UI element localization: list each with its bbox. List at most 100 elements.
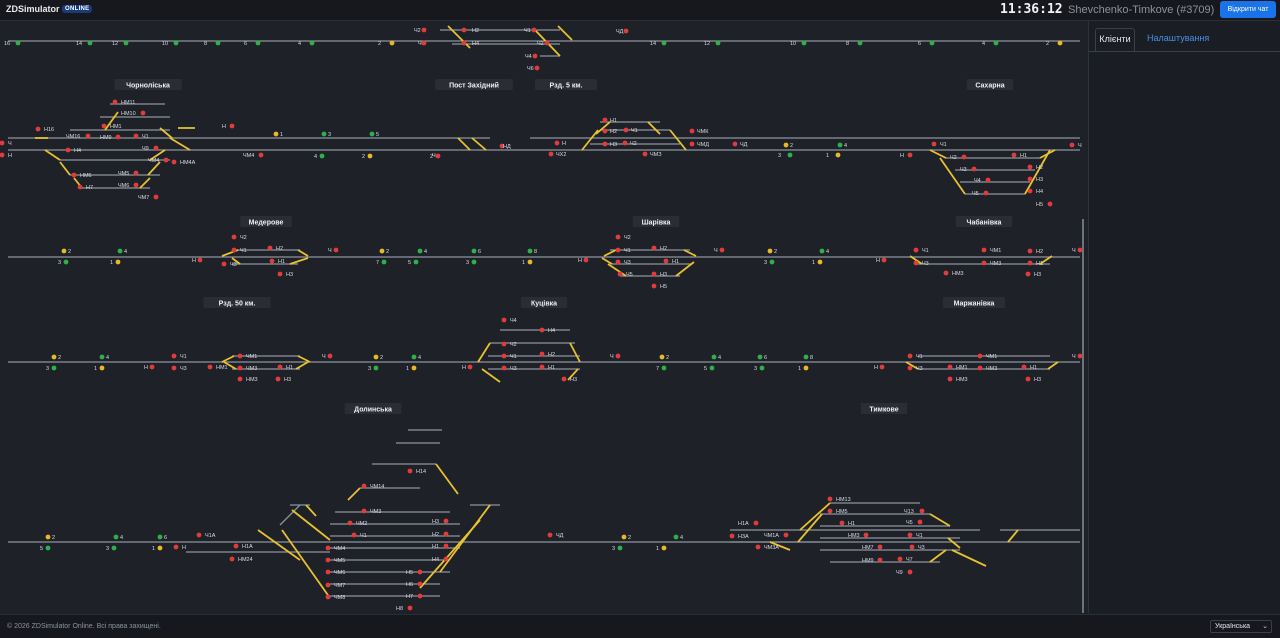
signal-icon[interactable] <box>389 40 395 46</box>
signal-icon[interactable] <box>622 140 628 146</box>
signal-icon[interactable] <box>1069 142 1075 148</box>
track-diagram[interactable]: 16 14 12 10 8 6 4 2 14 12 10 8 6 4 2Ч2 Н2 Ч1 ЧДЧ Н4 Ч2Ч4Ч6Ч… <box>0 21 1088 613</box>
signal-icon[interactable] <box>233 543 239 549</box>
signal-icon[interactable] <box>929 40 935 46</box>
signal-icon[interactable] <box>417 569 423 575</box>
signal-icon[interactable] <box>819 248 825 254</box>
signal-icon[interactable] <box>661 365 667 371</box>
signal-icon[interactable] <box>501 353 507 359</box>
signal-icon[interactable] <box>325 569 331 575</box>
signal-icon[interactable] <box>757 354 763 360</box>
signal-icon[interactable] <box>71 172 77 178</box>
signal-icon[interactable] <box>1057 40 1063 46</box>
signal-icon[interactable] <box>269 258 275 264</box>
signal-icon[interactable] <box>783 142 789 148</box>
signal-icon[interactable] <box>993 40 999 46</box>
signal-icon[interactable] <box>407 605 413 611</box>
signal-icon[interactable] <box>719 247 725 253</box>
signal-icon[interactable] <box>1077 247 1083 253</box>
signal-icon[interactable] <box>1027 248 1033 254</box>
signal-icon[interactable] <box>171 353 177 359</box>
signal-icon[interactable] <box>985 177 991 183</box>
signal-icon[interactable] <box>642 151 648 157</box>
signal-icon[interactable] <box>361 483 367 489</box>
signal-icon[interactable] <box>325 545 331 551</box>
signal-icon[interactable] <box>783 532 789 538</box>
signal-icon[interactable] <box>196 532 202 538</box>
signal-icon[interactable] <box>877 557 883 563</box>
signal-icon[interactable] <box>381 259 387 265</box>
signal-icon[interactable] <box>787 152 793 158</box>
signal-icon[interactable] <box>112 99 118 105</box>
signal-icon[interactable] <box>407 468 413 474</box>
signal-icon[interactable] <box>879 364 885 370</box>
signal-icon[interactable] <box>527 259 533 265</box>
signal-icon[interactable] <box>51 354 57 360</box>
signal-icon[interactable] <box>931 141 937 147</box>
signal-icon[interactable] <box>1011 152 1017 158</box>
signal-icon[interactable] <box>661 40 667 46</box>
signal-icon[interactable] <box>367 153 373 159</box>
signal-icon[interactable] <box>99 365 105 371</box>
signal-icon[interactable] <box>534 65 540 71</box>
signal-icon[interactable] <box>977 353 983 359</box>
signal-icon[interactable] <box>709 365 715 371</box>
signal-icon[interactable] <box>325 582 331 588</box>
signal-icon[interactable] <box>501 341 507 347</box>
signal-icon[interactable] <box>171 365 177 371</box>
signal-icon[interactable] <box>171 159 177 165</box>
signal-icon[interactable] <box>527 248 533 254</box>
signal-icon[interactable] <box>417 593 423 599</box>
signal-icon[interactable] <box>803 365 809 371</box>
signal-icon[interactable] <box>15 40 21 46</box>
signal-icon[interactable] <box>907 152 913 158</box>
signal-icon[interactable] <box>769 259 775 265</box>
signal-icon[interactable] <box>907 569 913 575</box>
tab-settings[interactable]: Налаштування <box>1147 33 1210 43</box>
signal-icon[interactable] <box>373 354 379 360</box>
map-scrollbar[interactable] <box>1082 219 1084 613</box>
signal-icon[interactable] <box>907 353 913 359</box>
signal-icon[interactable] <box>1021 364 1027 370</box>
signal-icon[interactable] <box>461 27 467 33</box>
signal-icon[interactable] <box>689 141 695 147</box>
signal-icon[interactable] <box>133 133 139 139</box>
signal-icon[interactable] <box>801 40 807 46</box>
signal-icon[interactable] <box>615 259 621 265</box>
signal-icon[interactable] <box>443 556 449 562</box>
signal-icon[interactable] <box>421 40 427 46</box>
signal-icon[interactable] <box>133 170 139 176</box>
signal-icon[interactable] <box>153 145 159 151</box>
signal-icon[interactable] <box>651 245 657 251</box>
signal-icon[interactable] <box>617 271 623 277</box>
signal-icon[interactable] <box>659 354 665 360</box>
signal-icon[interactable] <box>539 327 545 333</box>
signal-icon[interactable] <box>77 184 83 190</box>
signal-icon[interactable] <box>63 259 69 265</box>
signal-icon[interactable] <box>309 40 315 46</box>
signal-icon[interactable] <box>689 128 695 134</box>
signal-icon[interactable] <box>207 364 213 370</box>
signal-icon[interactable] <box>839 520 845 526</box>
signal-icon[interactable] <box>547 532 553 538</box>
signal-icon[interactable] <box>237 376 243 382</box>
signal-icon[interactable] <box>753 520 759 526</box>
signal-icon[interactable] <box>173 544 179 550</box>
signal-icon[interactable] <box>273 131 279 137</box>
signal-icon[interactable] <box>61 248 67 254</box>
signal-icon[interactable] <box>827 496 833 502</box>
signal-icon[interactable] <box>917 519 923 525</box>
signal-icon[interactable] <box>501 317 507 323</box>
signal-icon[interactable] <box>140 110 146 116</box>
signal-icon[interactable] <box>321 131 327 137</box>
signal-icon[interactable] <box>85 133 91 139</box>
signal-icon[interactable] <box>1025 271 1031 277</box>
signal-icon[interactable] <box>583 257 589 263</box>
signal-icon[interactable] <box>157 534 163 540</box>
signal-icon[interactable] <box>617 545 623 551</box>
signal-icon[interactable] <box>1077 353 1083 359</box>
signal-icon[interactable] <box>35 126 41 132</box>
signal-icon[interactable] <box>909 544 915 550</box>
signal-icon[interactable] <box>435 153 441 159</box>
signal-icon[interactable] <box>421 27 427 33</box>
